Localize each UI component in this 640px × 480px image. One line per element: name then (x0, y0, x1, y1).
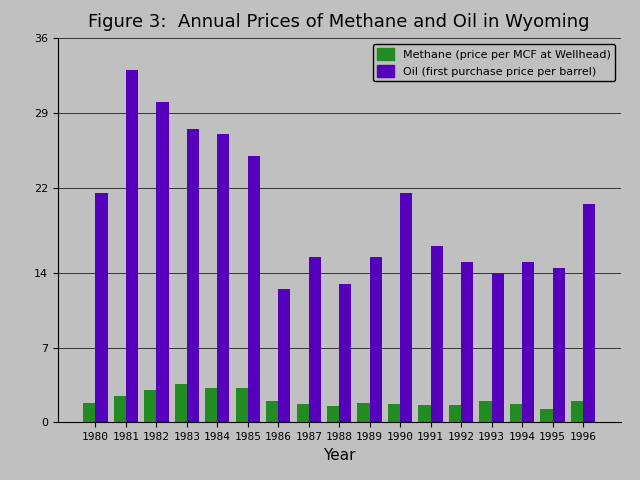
Bar (370, 257, 382, 422)
Legend: Methane (price per MCF at Wellhead), Oil (first purchase price per barrel): Methane (price per MCF at Wellhead), Oil… (373, 44, 615, 81)
Bar (571, 401, 583, 422)
Bar (248, 156, 260, 422)
Bar (278, 289, 291, 422)
Bar (400, 193, 412, 422)
X-axis label: Year: Year (323, 448, 355, 463)
Bar (144, 390, 156, 422)
Bar (358, 403, 370, 422)
Bar (419, 405, 431, 422)
Bar (327, 407, 339, 422)
Bar (431, 246, 443, 422)
Bar (522, 263, 534, 422)
Bar (175, 384, 187, 422)
Bar (205, 388, 218, 422)
Bar (266, 401, 278, 422)
Bar (552, 268, 564, 422)
Bar (449, 405, 461, 422)
Title: Figure 3:  Annual Prices of Methane and Oil in Wyoming: Figure 3: Annual Prices of Methane and O… (88, 13, 590, 31)
Bar (339, 284, 351, 422)
Bar (296, 404, 308, 422)
Bar (540, 408, 552, 422)
Bar (83, 403, 95, 422)
Bar (479, 401, 492, 422)
Bar (492, 273, 504, 422)
Bar (156, 102, 168, 422)
Bar (218, 134, 230, 422)
Bar (187, 129, 199, 422)
Bar (583, 204, 595, 422)
Bar (114, 396, 126, 422)
Bar (236, 388, 248, 422)
Bar (308, 257, 321, 422)
Bar (510, 404, 522, 422)
Bar (95, 193, 108, 422)
Bar (461, 263, 474, 422)
Bar (388, 404, 400, 422)
Bar (126, 71, 138, 422)
